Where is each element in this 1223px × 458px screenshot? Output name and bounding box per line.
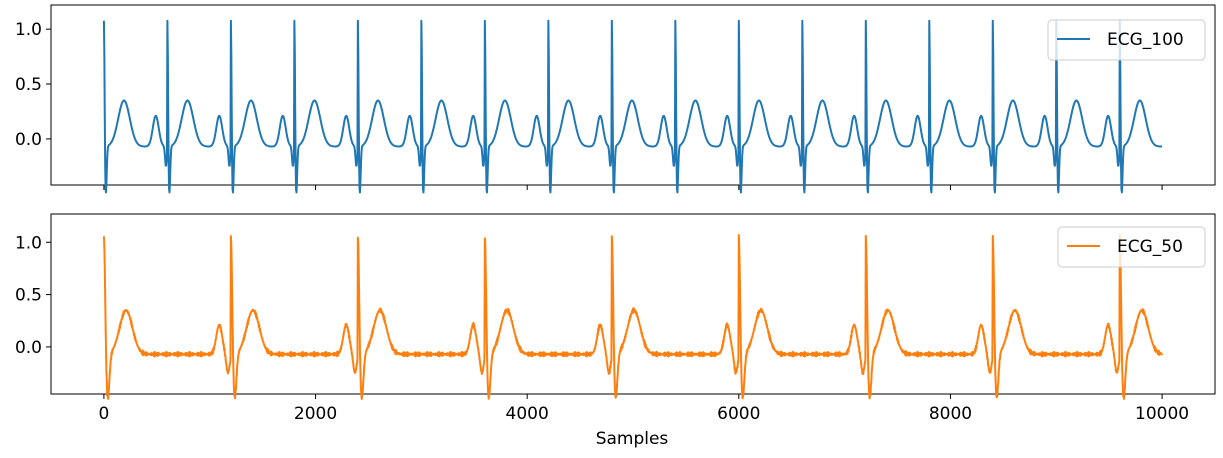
bottom-plot-frame	[50, 213, 1216, 395]
x-tick-label: 0	[98, 404, 109, 424]
y-tick-label: 0.0	[15, 338, 42, 358]
x-axis-title: Samples	[596, 429, 669, 449]
y-tick-label: 1.0	[15, 233, 42, 253]
top-plot-frame	[50, 4, 1216, 186]
x-tick-label: 8000	[929, 404, 972, 424]
ecg-50-series-line	[102, 233, 1163, 400]
ecg-100-series-line	[102, 19, 1163, 194]
x-tick-label: 6000	[717, 404, 760, 424]
x-tick-label: 2000	[294, 404, 337, 424]
x-tick-label: 10000	[1135, 404, 1189, 424]
legend-box	[1057, 226, 1206, 268]
bottom-plot: 0.00.51.0 0 2000 4000 6000 8000 10000 ECG_50 …	[15, 213, 1216, 449]
y-tick-label: 1.0	[15, 20, 42, 40]
y-tick-label: 0.0	[15, 130, 42, 150]
y-tick-label: 0.5	[15, 286, 42, 306]
legend-label-ecg-50: ECG_50	[1117, 237, 1183, 257]
bottom-plot-legend: ECG_50	[1057, 226, 1206, 268]
x-tick-label: 4000	[506, 404, 549, 424]
y-tick-label: 0.5	[15, 75, 42, 95]
top-plot: 0.0 0.5 1.0 ECG_100	[15, 4, 1216, 194]
top-plot-legend: ECG_100	[1047, 19, 1206, 61]
legend-label-ecg-100: ECG_100	[1107, 30, 1184, 50]
legend-box	[1047, 19, 1206, 61]
